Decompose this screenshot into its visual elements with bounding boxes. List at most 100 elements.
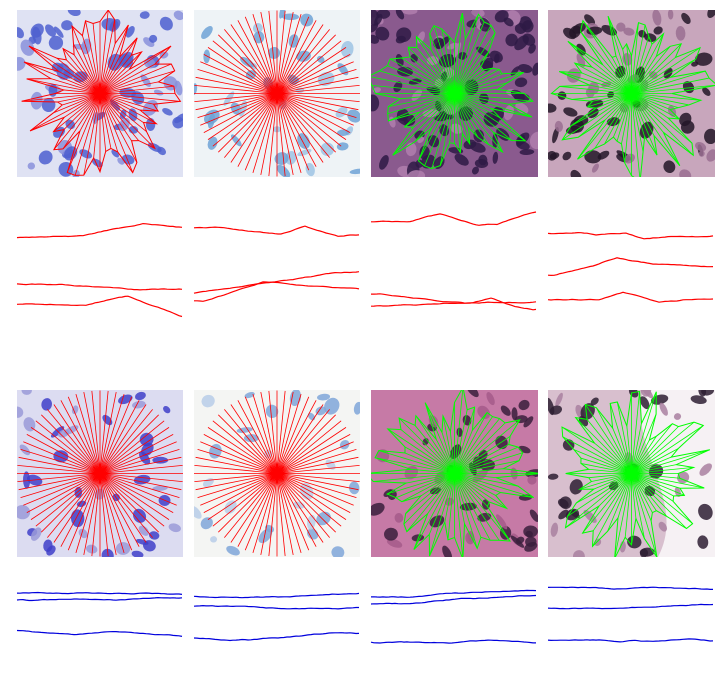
radial-ray [99,93,119,153]
center-point [442,461,467,486]
radial-ray [276,93,317,167]
nucleus [477,512,492,522]
radial-ray [631,473,653,513]
nucleus [529,509,538,522]
nucleus [331,546,345,557]
radial-ray [604,93,632,145]
radial-ray [454,473,478,549]
nucleus [548,473,559,480]
image-panel [548,390,715,557]
radial-ray [276,473,336,533]
radial-ray [21,93,101,102]
nucleus [680,120,695,134]
radial-ray [207,427,278,474]
nucleus [469,142,486,153]
radial-ray [586,419,632,474]
radial-ray [53,93,101,132]
nucleus [139,432,154,447]
radial-ray [404,93,455,128]
nucleus [674,487,681,497]
radial-ray [276,24,324,94]
nucleus [394,512,404,523]
radial-ray [559,71,632,94]
radial-ray [91,390,101,474]
radial-ray [18,473,101,491]
radial-ray [631,449,710,474]
radial-ray [574,62,632,94]
radial-ray [276,47,347,94]
nucleus [505,33,518,47]
radial-ray [388,93,455,108]
center-point [619,461,644,486]
image-panel [17,390,183,557]
radial-ray [224,93,278,158]
radial-ray [99,414,159,474]
radial-ray [212,420,278,474]
radial-ray [268,390,278,474]
radial-ray [276,409,330,474]
nucleus [529,131,538,150]
radial-ray [268,10,278,94]
nucleus [210,536,218,543]
nucleus [76,500,87,507]
radial-ray [224,29,278,94]
nucleus [695,141,707,152]
radial-ray [276,427,347,474]
nucleus [159,16,173,31]
nucleus [638,30,647,38]
radial-ray [631,93,658,156]
nucleus [411,89,423,101]
nucleus [518,64,533,73]
radial-ray [454,51,489,94]
radial-ray [575,417,632,474]
radial-ray [99,63,172,94]
nucleus [494,10,509,23]
radial-ray [276,404,324,474]
radial-ray [276,392,294,474]
nucleus [673,413,682,420]
nucleus [371,94,380,112]
radial-ray [631,473,645,539]
nucleus [253,31,265,44]
radial-ray [30,427,101,474]
radial-ray [197,473,278,498]
radial-ray [373,473,455,482]
radial-ray [194,93,278,103]
radial-ray [218,414,278,474]
radial-ray [99,473,140,547]
nucleus [17,27,24,39]
nucleus [279,10,287,19]
radial-ray [29,93,101,132]
radial-ray [387,65,455,94]
radial-ray [268,93,278,177]
radial-ray [582,473,632,534]
radial-ray [585,404,632,474]
radial-ray [237,400,278,474]
radial-ray [99,473,183,483]
nucleus [510,535,525,548]
radial-ray [430,93,455,129]
radial-ray [276,93,324,163]
nucleus [573,550,585,557]
radial-ray [276,93,336,153]
radial-ray [631,22,639,94]
nucleus [393,81,403,93]
nucleus [300,13,314,27]
radial-ray [613,93,632,138]
nucleus [584,14,596,26]
radial-ray [195,93,278,111]
nucleus [707,10,715,19]
radial-ray [99,93,147,133]
radial-ray [631,473,705,489]
radial-ray [454,430,473,474]
radial-ray [53,93,101,150]
nucleus [341,40,354,58]
radial-ray [85,20,101,94]
radial-ray [99,456,182,474]
radial-ray [592,93,632,102]
radial-ray [99,43,116,94]
radial-ray [454,416,493,474]
nucleus [515,102,529,114]
radial-ray [18,456,101,474]
signal-curve [193,271,360,294]
